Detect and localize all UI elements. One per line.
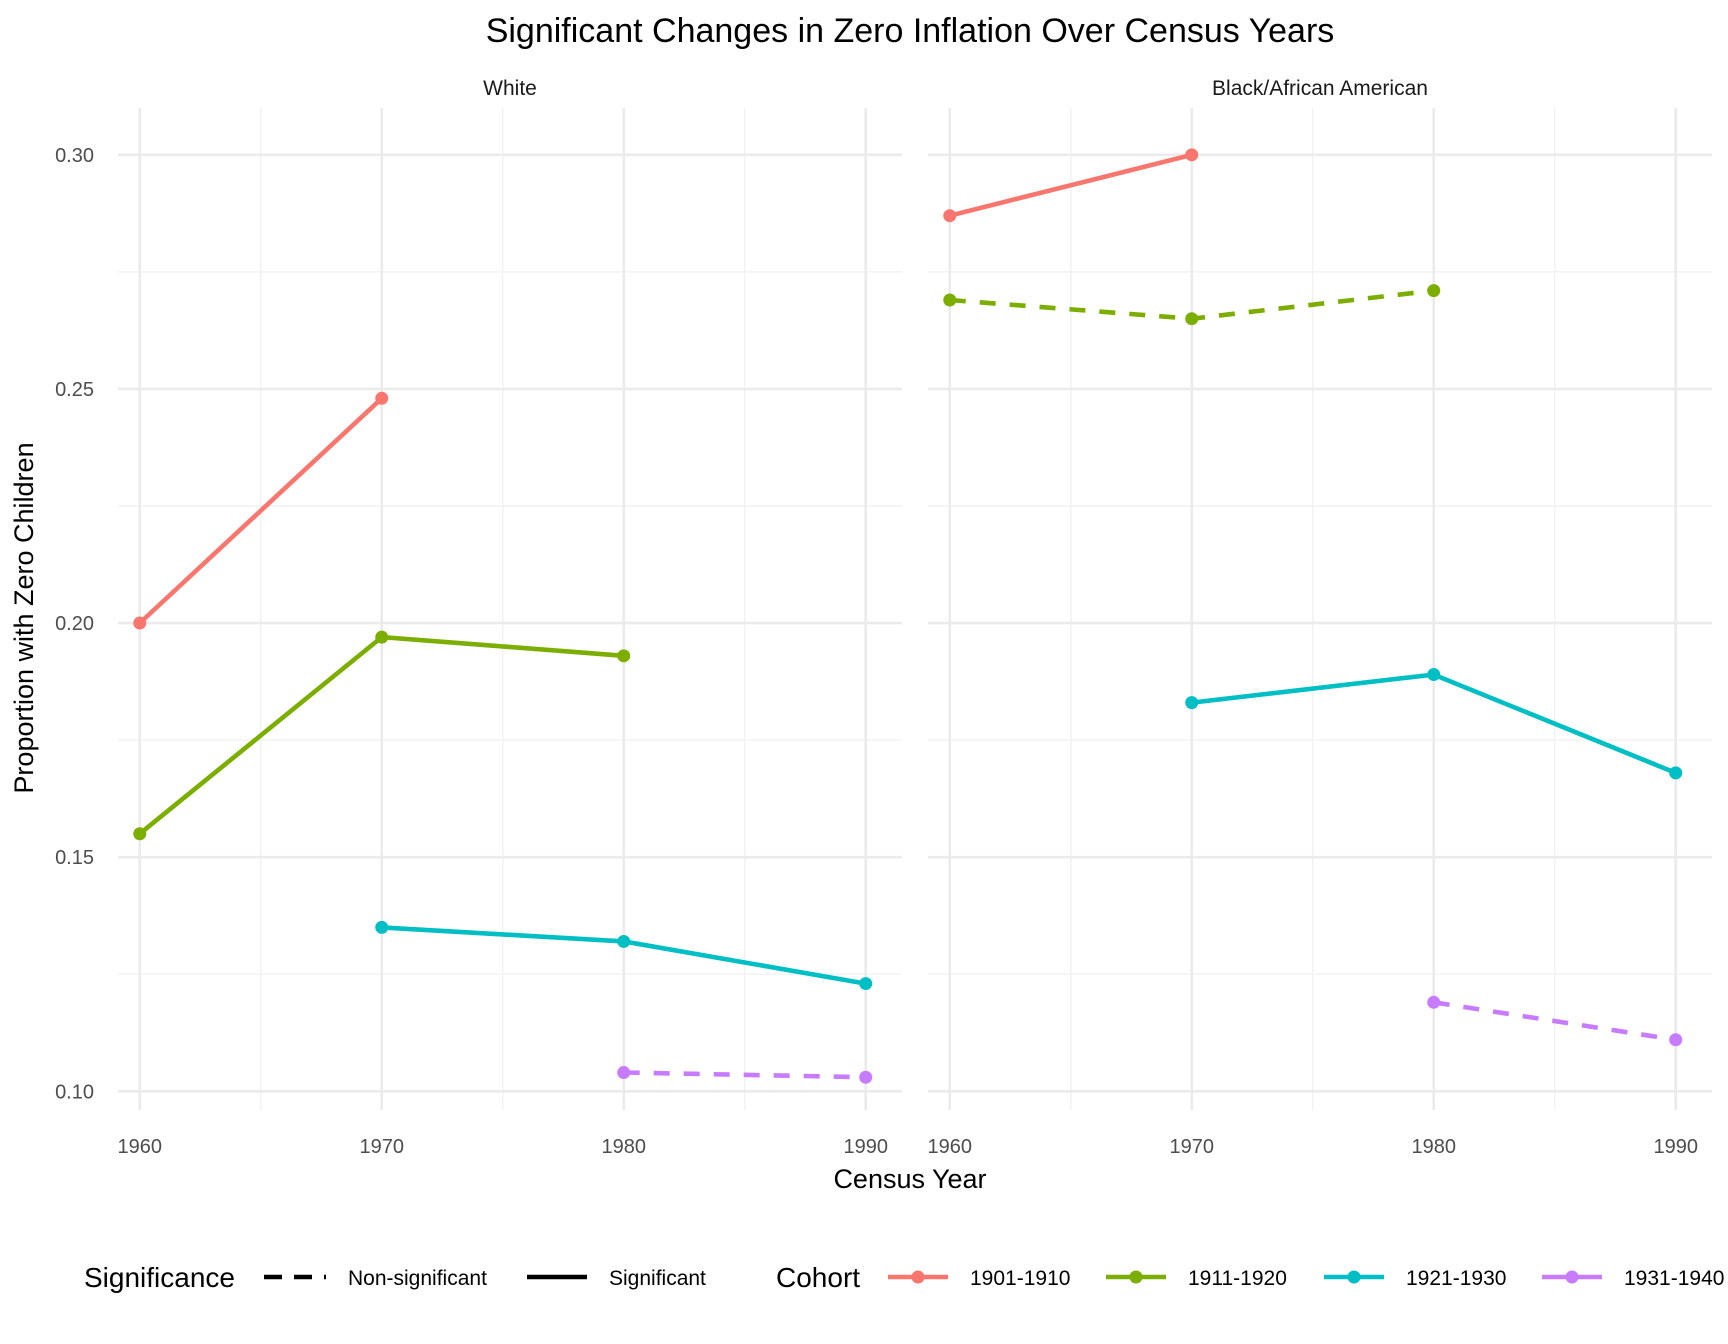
data-point-1901-1910 (375, 391, 389, 405)
data-point-1921-1930 (1427, 668, 1441, 682)
data-point-1911-1920 (1427, 284, 1441, 298)
data-point-1931-1940 (859, 1070, 873, 1084)
x-tick-label: 1960 (928, 1136, 973, 1158)
data-point-1921-1930 (1669, 766, 1683, 780)
x-tick-label: 1990 (843, 1136, 888, 1158)
series-line-1931-1940 (623, 1070, 866, 1080)
data-point-1911-1920 (375, 630, 389, 644)
y-tick-label: 0.15 (55, 847, 94, 869)
x-axis-title: Census Year (833, 1164, 986, 1194)
x-tick-label: 1970 (360, 1136, 405, 1158)
data-point-1911-1920 (133, 827, 147, 841)
series-line-1931-1940 (1433, 1000, 1677, 1043)
data-point-1901-1910 (133, 616, 147, 630)
legend-key-point-1911-1920 (1129, 1270, 1143, 1284)
series-line-1901-1910 (949, 152, 1193, 218)
data-point-1931-1940 (1427, 995, 1441, 1009)
legend-cohort-title: Cohort (776, 1262, 860, 1293)
y-tick-label: 0.20 (55, 613, 94, 635)
facet-panel-white: White 1960 1970 1980 1990 0.10 0.15 0.20 0.25 0.3… (55, 77, 902, 1158)
legend: Significance Non-significant Significant Co… (84, 1262, 1724, 1293)
legend-label-1921-1930: 1921-1930 (1406, 1267, 1506, 1290)
panels-group: White 1960 1970 1980 1990 0.10 0.15 0.20 0.25 0.3… (55, 77, 1712, 1158)
legend-label-non-significant: Non-significant (348, 1267, 487, 1290)
y-tick-label: 0.30 (55, 145, 94, 167)
data-point-1901-1910 (943, 209, 957, 223)
x-tick-label: 1960 (118, 1136, 163, 1158)
legend-label-1911-1920: 1911-1920 (1188, 1267, 1287, 1290)
facet-panel-black-african-american: Black/African American 1960 1970 1980 1990 (928, 77, 1712, 1158)
facet-strip-label: White (483, 77, 537, 100)
data-point-1901-1910 (1185, 148, 1199, 162)
data-point-1911-1920 (943, 293, 957, 307)
data-point-1931-1940 (1669, 1033, 1683, 1047)
legend-label-1931-1940: 1931-1940 (1624, 1267, 1724, 1290)
legend-label-1901-1910: 1901-1910 (970, 1267, 1070, 1290)
series-line-1901-1910 (138, 396, 384, 625)
data-point-1921-1930 (1185, 696, 1199, 710)
y-tick-label: 0.25 (55, 379, 94, 401)
y-tick-label: 0.10 (55, 1081, 94, 1103)
data-point-1911-1920 (617, 649, 631, 663)
legend-key-point-1921-1930 (1347, 1270, 1361, 1284)
data-point-1921-1930 (375, 920, 389, 934)
data-point-1911-1920 (1185, 312, 1199, 326)
y-axis-title: Proportion with Zero Children (9, 442, 39, 793)
x-tick-label: 1990 (1653, 1136, 1698, 1158)
x-tick-label: 1970 (1170, 1136, 1215, 1158)
legend-label-significant: Significant (609, 1267, 706, 1290)
legend-key-point-1901-1910 (911, 1270, 925, 1284)
data-point-1921-1930 (617, 934, 631, 948)
x-tick-label: 1980 (1411, 1136, 1456, 1158)
data-point-1931-1940 (617, 1066, 631, 1080)
legend-key-point-1931-1940 (1565, 1270, 1579, 1284)
x-tick-label: 1980 (601, 1136, 646, 1158)
legend-significance-title: Significance (84, 1262, 235, 1293)
data-point-1921-1930 (859, 977, 873, 991)
chart-title: Significant Changes in Zero Inflation Ov… (486, 12, 1335, 50)
facet-strip-label: Black/African American (1212, 77, 1428, 100)
